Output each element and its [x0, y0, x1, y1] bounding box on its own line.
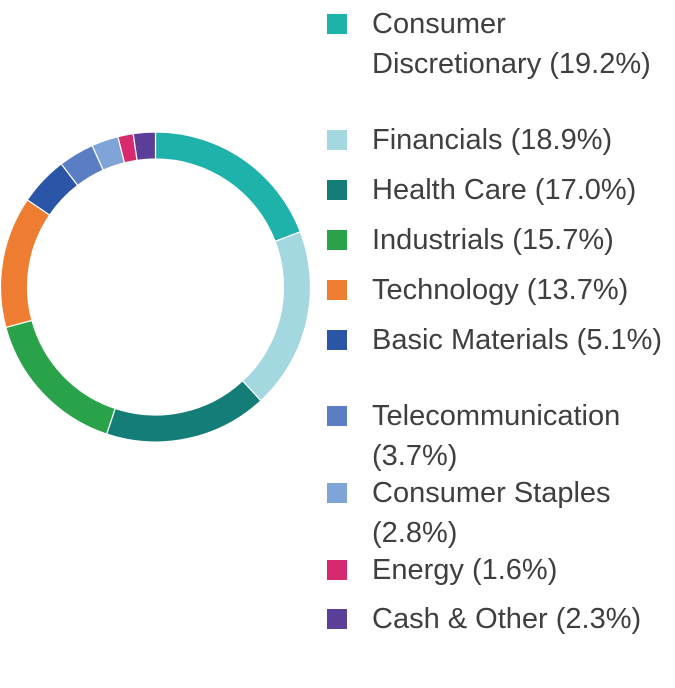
legend-swatch: [327, 230, 347, 250]
legend-label: Basic Materials (5.1%): [372, 324, 663, 356]
legend-swatch: [327, 483, 347, 503]
donut-slice-health-care: [105, 380, 262, 443]
legend-swatch: [327, 180, 347, 200]
legend-swatch: [327, 406, 347, 426]
legend-label: Financials (18.9%): [372, 124, 613, 156]
legend-swatch: [327, 609, 347, 629]
donut-slice-technology: [0, 199, 51, 329]
legend-label: Energy (1.6%): [372, 554, 558, 586]
donut-slice-financials: [241, 230, 311, 402]
legend-label: Industrials (15.7%): [372, 224, 614, 256]
legend-label: Cash & Other (2.3%): [372, 603, 642, 635]
legend-swatch: [327, 330, 347, 350]
donut-slice-cash-other: [132, 131, 157, 162]
legend-label: Consumer Discretionary (19.2%): [372, 8, 651, 80]
legend-label: Technology (13.7%): [372, 274, 629, 306]
legend-swatch: [327, 14, 347, 34]
legend-label: Consumer Staples (2.8%): [372, 477, 611, 549]
legend-label: Telecommunication (3.7%): [372, 400, 621, 472]
donut-slice-industrials: [5, 319, 116, 435]
donut-slice-consumer-discretionary: [154, 131, 302, 243]
legend-swatch: [327, 280, 347, 300]
donut-chart: [0, 131, 311, 443]
legend-swatch: [327, 560, 347, 580]
legend-swatch: [327, 130, 347, 150]
legend-label: Health Care (17.0%): [372, 174, 637, 206]
